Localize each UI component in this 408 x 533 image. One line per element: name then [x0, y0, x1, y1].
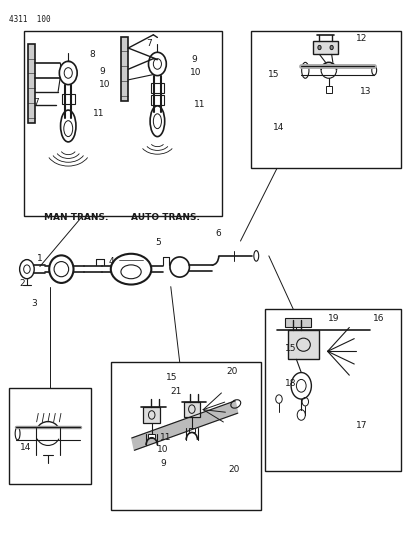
Text: 1: 1 [37, 254, 43, 263]
Bar [285, 318, 311, 327]
Text: 20: 20 [227, 367, 238, 376]
Text: 3: 3 [32, 299, 38, 308]
Circle shape [297, 410, 305, 420]
Polygon shape [132, 401, 238, 450]
Bar [151, 83, 164, 93]
Text: 15: 15 [166, 373, 177, 382]
Bar [28, 44, 35, 123]
Bar [188, 428, 195, 432]
Text: 4311  100: 4311 100 [9, 14, 51, 23]
Text: 9: 9 [191, 55, 197, 64]
Text: 17: 17 [356, 421, 368, 430]
Circle shape [330, 45, 333, 50]
Text: 9: 9 [100, 67, 106, 76]
Bar [326, 86, 332, 93]
Bar [149, 433, 155, 438]
Bar [62, 94, 75, 104]
Text: 14: 14 [20, 443, 31, 453]
Text: 20: 20 [229, 465, 240, 473]
Text: 4: 4 [109, 257, 114, 265]
Text: 5: 5 [156, 238, 162, 247]
Text: 15: 15 [285, 344, 297, 353]
Text: 12: 12 [356, 34, 368, 43]
Text: 21: 21 [170, 386, 181, 395]
Text: 13: 13 [360, 87, 372, 96]
Text: 18: 18 [285, 378, 297, 387]
Text: 10: 10 [157, 446, 169, 455]
Text: 9: 9 [161, 459, 166, 469]
Bar [184, 402, 200, 417]
Text: 7: 7 [146, 39, 152, 49]
Text: 8: 8 [90, 50, 95, 59]
Bar [151, 95, 164, 106]
Text: 11: 11 [194, 100, 206, 109]
Bar [121, 37, 128, 101]
Bar [313, 41, 338, 54]
Text: 19: 19 [328, 314, 339, 323]
Text: MAN TRANS.: MAN TRANS. [44, 214, 108, 222]
Bar [288, 330, 319, 359]
Text: AUTO TRANS.: AUTO TRANS. [131, 214, 200, 222]
Text: 14: 14 [273, 123, 284, 132]
Text: 11: 11 [93, 109, 104, 118]
Text: 6: 6 [215, 229, 221, 238]
Text: 10: 10 [99, 80, 111, 89]
Circle shape [318, 45, 321, 50]
Text: 7: 7 [33, 98, 39, 107]
Text: 11: 11 [160, 433, 171, 442]
Bar [143, 407, 160, 423]
Text: 10: 10 [190, 68, 202, 77]
Text: 15: 15 [268, 70, 279, 79]
Text: 2: 2 [20, 279, 25, 288]
Text: 16: 16 [373, 314, 384, 323]
